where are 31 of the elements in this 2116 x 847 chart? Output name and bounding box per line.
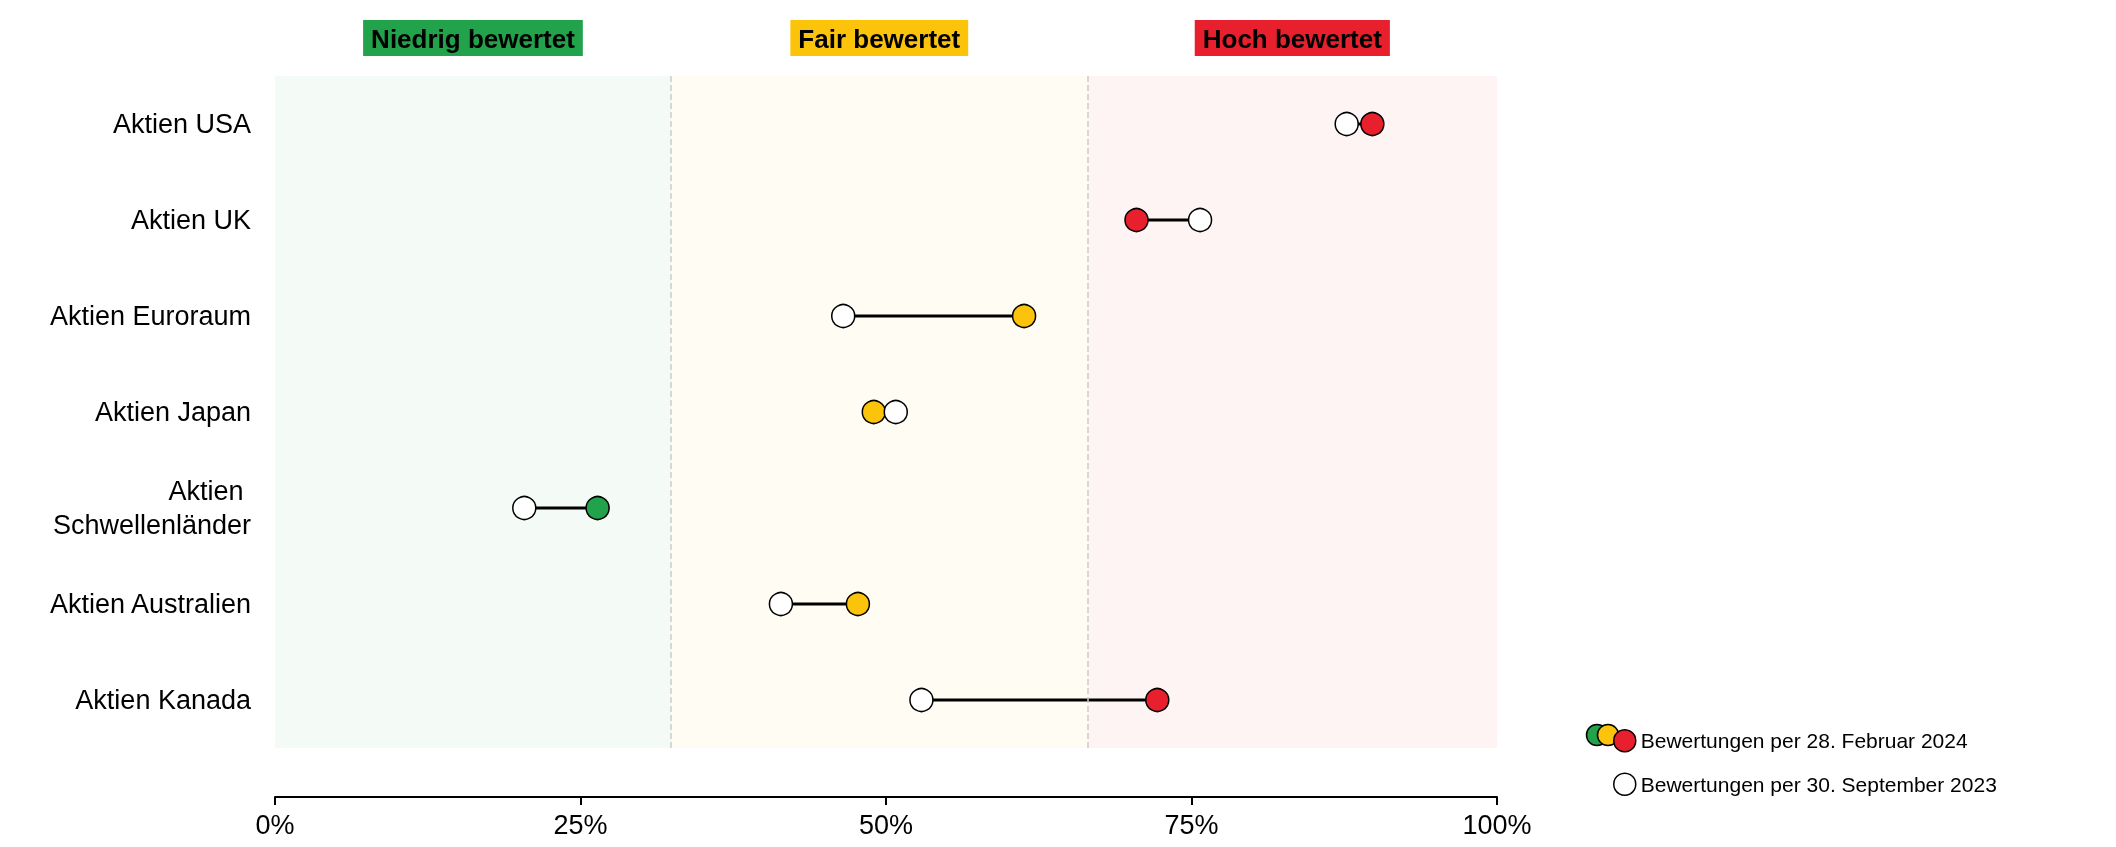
y-tick-label: Aktien Euroraum [49, 301, 251, 331]
point [909, 687, 934, 713]
y-tick-label: Aktien Australien [49, 589, 251, 619]
point [512, 495, 537, 521]
y-tick-label: Aktien UK [130, 205, 251, 235]
point [768, 591, 794, 617]
x-tick-label: 25% [553, 809, 608, 840]
x-tick-label: 100% [1462, 809, 1532, 840]
band-label: Hoch bewertet [1202, 24, 1383, 54]
y-tick-label: Aktien USA [112, 109, 251, 139]
band-label: Niedrig bewertet [371, 24, 576, 54]
point [1145, 687, 1170, 713]
point [1187, 207, 1213, 233]
point [1360, 111, 1385, 137]
legend-label: Bewertungen per 28. Februar 2024 [1640, 729, 1968, 753]
y-tick-label: Aktien Schwellenländer [52, 476, 252, 540]
y-tick-label: Aktien Kanada [75, 685, 252, 715]
legend-label: Bewertungen per 30. September 2023 [1640, 772, 1997, 796]
point [1334, 111, 1359, 137]
point [883, 399, 909, 425]
y-tick-label: Aktien Japan [94, 397, 251, 427]
x-tick-label: 50% [858, 809, 914, 840]
point [831, 303, 856, 329]
point [845, 591, 871, 617]
point [1124, 207, 1149, 233]
x-tick-label: 75% [1164, 809, 1219, 840]
point [585, 495, 610, 521]
point [1011, 303, 1037, 329]
point [861, 399, 887, 425]
x-tick-label: 0% [255, 809, 295, 840]
band-label: Fair bewertet [798, 24, 961, 54]
